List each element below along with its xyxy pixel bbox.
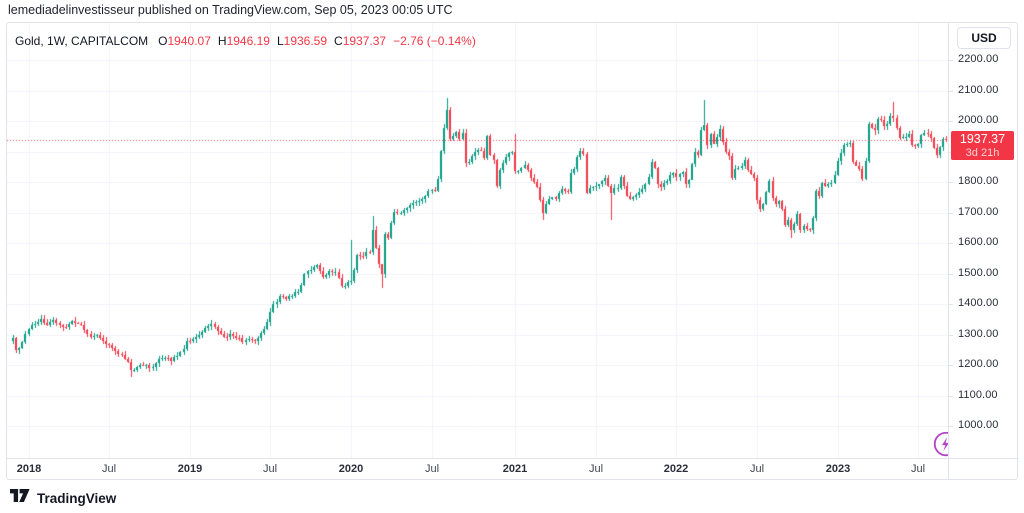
price-axis-label: 1700.00 [958, 206, 999, 218]
price-axis-label: 1400.00 [958, 297, 999, 309]
symbol-ohlc-header: Gold, 1W, CAPITALCOM O1940.07 H1946.19 L19… [15, 34, 476, 48]
price-axis[interactable]: USD 2200.002100.002000.001900.001800.001… [948, 23, 1017, 479]
currency-toggle-button[interactable]: USD [957, 27, 1011, 49]
ohlc-pair: C1937.37 [334, 34, 387, 48]
tradingview-brand-text: TradingView [37, 490, 117, 506]
price-axis-label: 2100.00 [958, 84, 999, 96]
symbol-label: Gold, 1W, CAPITALCOM [15, 34, 149, 48]
attribution-text: lemediadelinvestisseur published on Trad… [8, 3, 453, 17]
price-axis-tick [949, 182, 953, 183]
time-axis-label: 2019 [177, 463, 203, 475]
ohlc-pair: O1940.07 [158, 34, 211, 48]
last-price-value: 1937.37 [959, 132, 1006, 146]
price-axis-tick [949, 396, 953, 397]
chart-container: Gold, 1W, CAPITALCOM O1940.07 H1946.19 L19… [6, 22, 1019, 480]
price-axis-label: 2000.00 [958, 114, 999, 126]
price-axis-tick [949, 121, 953, 122]
time-axis-label: Jul [749, 463, 765, 475]
time-axis-label: Jul [588, 463, 604, 475]
last-price-badge: 1937.37 3d 21h [951, 131, 1014, 160]
time-axis-label: Jul [910, 463, 926, 475]
price-axis-tick [949, 335, 953, 336]
price-axis-label: 1000.00 [958, 419, 999, 431]
price-axis-label: 1200.00 [958, 358, 999, 370]
price-axis-tick [949, 91, 953, 92]
price-axis-label: 1600.00 [958, 236, 999, 248]
ohlc-pair: L1936.59 [276, 34, 328, 48]
price-axis-label: 2200.00 [958, 53, 999, 65]
price-axis-tick [949, 213, 953, 214]
price-axis-label: 1800.00 [958, 175, 999, 187]
time-axis-label: 2023 [825, 463, 851, 475]
tradingview-logo-link[interactable]: TradingView [10, 489, 116, 507]
price-axis-tick [949, 304, 953, 305]
chart-plot-area[interactable]: Gold, 1W, CAPITALCOM O1940.07 H1946.19 L19… [7, 23, 948, 458]
time-axis[interactable]: 2018 Jul 2019 Jul 2020 Jul 2021 Jul 2022 Jul 2023 J… [7, 458, 1019, 479]
time-axis-label: 2022 [663, 463, 689, 475]
time-axis-label: 2018 [16, 463, 42, 475]
price-axis-label: 1100.00 [958, 389, 998, 401]
tradingview-icon [10, 489, 30, 507]
price-axis-label: 1500.00 [958, 267, 999, 279]
change-label: −2.76 (−0.14%) [393, 34, 476, 48]
time-axis-label: 2020 [338, 463, 364, 475]
lightning-bolt-icon [933, 431, 948, 458]
price-axis-tick [949, 365, 953, 366]
ohlc-values: O1940.07 H1946.19 L1936.59 C1937.37 [158, 34, 393, 48]
price-axis-label: 1300.00 [958, 328, 999, 340]
time-axis-label: Jul [424, 463, 440, 475]
price-axis-tick [949, 274, 953, 275]
price-axis-tick [949, 426, 953, 427]
time-axis-label: Jul [101, 463, 117, 475]
ohlc-pair: H1946.19 [217, 34, 270, 48]
bar-countdown: 3d 21h [965, 147, 1000, 159]
time-axis-label: Jul [262, 463, 278, 475]
time-axis-label: 2021 [502, 463, 528, 475]
price-axis-tick [949, 60, 953, 61]
price-axis-tick [949, 243, 953, 244]
candlestick-canvas[interactable] [7, 23, 948, 458]
boost-button[interactable] [933, 431, 948, 457]
